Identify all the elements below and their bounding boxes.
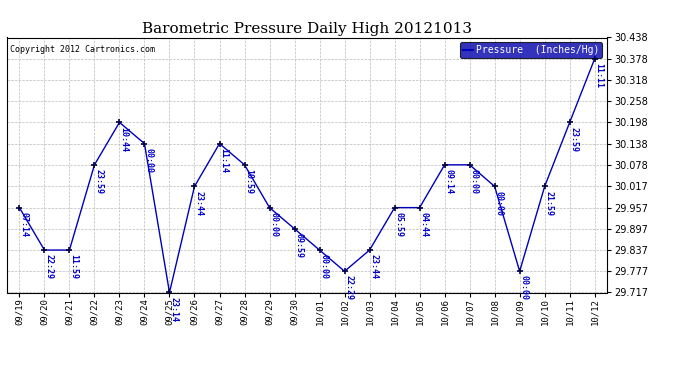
Text: 23:59: 23:59 xyxy=(569,126,578,152)
Text: 00:00: 00:00 xyxy=(269,212,278,237)
Text: 23:59: 23:59 xyxy=(94,169,103,194)
Text: 11:14: 11:14 xyxy=(219,148,228,173)
Text: 23:44: 23:44 xyxy=(369,254,378,279)
Text: 09:14: 09:14 xyxy=(444,169,453,194)
Text: 22:29: 22:29 xyxy=(44,254,53,279)
Text: 00:00: 00:00 xyxy=(494,190,503,216)
Text: 21:59: 21:59 xyxy=(544,190,553,216)
Text: 00:00: 00:00 xyxy=(144,148,153,173)
Text: 11:59: 11:59 xyxy=(69,254,78,279)
Legend: Pressure  (Inches/Hg): Pressure (Inches/Hg) xyxy=(460,42,602,58)
Text: 09:59: 09:59 xyxy=(294,233,303,258)
Text: 11:11: 11:11 xyxy=(594,63,603,88)
Text: 07:14: 07:14 xyxy=(19,212,28,237)
Title: Barometric Pressure Daily High 20121013: Barometric Pressure Daily High 20121013 xyxy=(142,22,472,36)
Text: 23:44: 23:44 xyxy=(194,190,203,216)
Text: 00:00: 00:00 xyxy=(520,276,529,300)
Text: 05:59: 05:59 xyxy=(394,212,403,237)
Text: 22:29: 22:29 xyxy=(344,276,353,300)
Text: Copyright 2012 Cartronics.com: Copyright 2012 Cartronics.com xyxy=(10,45,155,54)
Text: 00:00: 00:00 xyxy=(319,254,328,279)
Text: 04:44: 04:44 xyxy=(420,212,428,237)
Text: 10:59: 10:59 xyxy=(244,169,253,194)
Text: 00:00: 00:00 xyxy=(469,169,478,194)
Text: 23:14: 23:14 xyxy=(169,297,178,322)
Text: 10:44: 10:44 xyxy=(119,126,128,152)
